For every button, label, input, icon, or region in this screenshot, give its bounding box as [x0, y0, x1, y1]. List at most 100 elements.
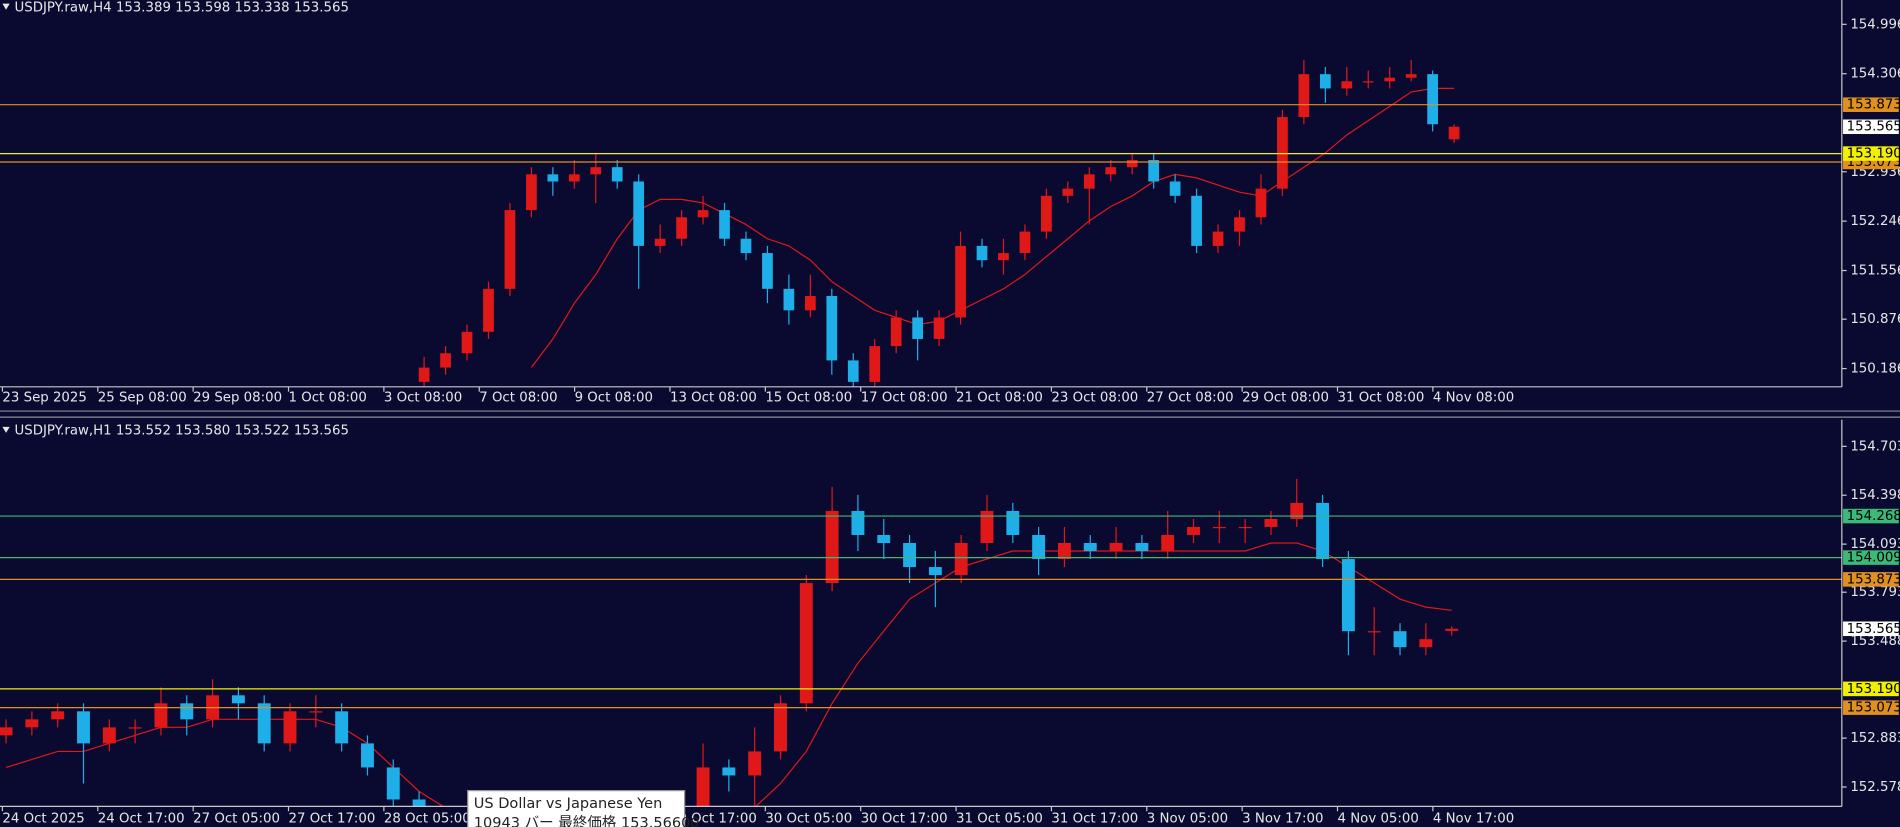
- y-tick-label: 154.093: [1850, 537, 1900, 552]
- y-tick-label: 154.703: [1850, 439, 1900, 454]
- x-tick-label: 4 Nov 17:00: [1433, 812, 1514, 827]
- candle-body: [1057, 543, 1071, 560]
- x-tick-label: 31 Oct 17:00: [1051, 812, 1138, 827]
- chart-title: USDJPY.raw,H4 153.389 153.598 153.338 15…: [15, 0, 349, 15]
- candle-body: [1083, 174, 1095, 189]
- candle-body: [547, 174, 559, 182]
- candle-body: [1148, 160, 1160, 182]
- candle-body: [154, 703, 168, 728]
- candle-body: [722, 767, 736, 776]
- collapse-icon[interactable]: [2, 3, 10, 10]
- level-label: 154.009: [1847, 551, 1900, 566]
- collapse-icon[interactable]: [2, 426, 10, 433]
- candle-body: [1019, 231, 1031, 254]
- candle-body: [847, 360, 859, 382]
- y-tick-label: 152.883: [1850, 731, 1900, 746]
- y-tick-label: 154.996: [1850, 17, 1900, 32]
- candle-body: [1041, 195, 1052, 232]
- candle-body: [1187, 526, 1200, 535]
- x-tick-label: 13 Oct 08:00: [670, 391, 757, 406]
- candle-body: [1212, 231, 1224, 246]
- candle-body: [1109, 543, 1123, 552]
- chart-title: USDJPY.raw,H1 153.552 153.580 153.522 15…: [15, 423, 349, 438]
- x-tick-label: 30 Oct 05:00: [765, 812, 852, 827]
- x-tick-label: 27 Oct 17:00: [289, 812, 376, 827]
- candle-body: [928, 567, 942, 576]
- candle-body: [568, 174, 580, 182]
- candle-body: [231, 695, 245, 704]
- last-price-label: 153.565: [1847, 120, 1900, 135]
- candle-body: [890, 317, 902, 347]
- x-tick-label: 3 Oct 08:00: [384, 391, 462, 406]
- candle-body: [611, 167, 623, 182]
- x-tick-label: 3 Nov 05:00: [1147, 812, 1228, 827]
- candle-body: [1264, 518, 1278, 527]
- x-tick-label: 29 Oct 08:00: [1242, 391, 1329, 406]
- level-label-bg: [1843, 550, 1899, 565]
- candle-body: [869, 346, 881, 382]
- x-tick-label: 21 Oct 08:00: [956, 391, 1043, 406]
- level-label-bg: [1843, 146, 1899, 161]
- level-label: 153.190: [1847, 682, 1900, 697]
- x-tick-label: 15 Oct 08:00: [765, 391, 852, 406]
- x-tick-label: 23 Sep 2025: [2, 391, 86, 406]
- candle-body: [1062, 188, 1074, 196]
- candle-body: [762, 253, 773, 289]
- candle-body: [1316, 502, 1330, 560]
- candle-body: [1405, 74, 1417, 78]
- level-label: 153.873: [1847, 572, 1900, 587]
- candle-body: [1448, 126, 1460, 140]
- candle-body: [77, 711, 90, 744]
- candle-body: [1419, 639, 1433, 648]
- candle-body: [526, 174, 537, 211]
- y-tick-label: 153.488: [1850, 634, 1900, 649]
- x-tick-label: 4 Nov 08:00: [1433, 391, 1514, 406]
- last-price-bg: [1843, 119, 1899, 135]
- candle-body: [1006, 510, 1020, 535]
- candle-body: [1212, 526, 1226, 529]
- x-tick-label: 27 Oct 05:00: [193, 812, 280, 827]
- tooltip: US Dollar vs Japanese Yen 10943 バー 最終価格 1…: [467, 790, 700, 827]
- x-tick-label: 9 Oct 08:00: [575, 391, 653, 406]
- x-tick-label: 24 Oct 17:00: [98, 812, 185, 827]
- candle-body: [1319, 74, 1331, 89]
- candle-body: [1341, 559, 1355, 632]
- candle-body: [1393, 631, 1407, 648]
- candle-body: [980, 510, 994, 544]
- candle-body: [257, 703, 271, 744]
- candle-body: [976, 245, 988, 261]
- y-tick-label: 154.398: [1850, 488, 1900, 503]
- candle-body: [1445, 628, 1459, 631]
- x-tick-label: 29 Oct 17:00: [670, 812, 757, 827]
- candle-body: [1362, 81, 1374, 83]
- candle-body: [1384, 77, 1396, 82]
- candle-body: [1234, 217, 1245, 232]
- x-tick-label: 28 Oct 05:00: [384, 812, 471, 827]
- candle-body: [851, 510, 865, 535]
- y-tick-label: 150.876: [1850, 312, 1900, 327]
- candle-body: [102, 727, 116, 744]
- last-price-bg: [1843, 621, 1899, 637]
- x-tick-label: 27 Oct 08:00: [1147, 391, 1234, 406]
- candle-body: [1135, 543, 1149, 552]
- y-tick-label: 151.556: [1850, 264, 1900, 279]
- candle-body: [309, 711, 323, 713]
- candle-body: [774, 703, 787, 752]
- tooltip-box: [467, 790, 686, 827]
- level-label-bg: [1843, 681, 1899, 697]
- candle-body: [590, 167, 602, 175]
- candle-body: [412, 799, 426, 807]
- level-label-bg: [1843, 572, 1899, 587]
- x-tick-label: 31 Oct 05:00: [956, 812, 1043, 827]
- candle-body: [1238, 526, 1252, 529]
- candle-body: [954, 543, 968, 576]
- x-tick-label: 25 Sep 08:00: [98, 391, 187, 406]
- level-label-bg: [1843, 700, 1899, 715]
- candle-body: [799, 583, 813, 704]
- x-tick-label: 30 Oct 17:00: [861, 812, 948, 827]
- candle-body: [1341, 81, 1353, 89]
- candle-body: [933, 317, 945, 339]
